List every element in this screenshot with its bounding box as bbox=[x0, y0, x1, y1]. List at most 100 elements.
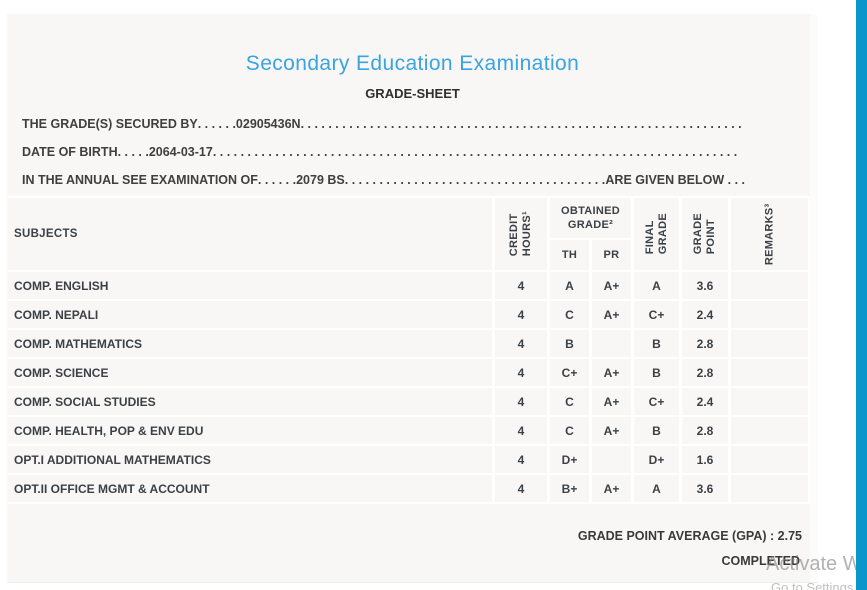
credit-hours-cell: 4 bbox=[495, 272, 550, 301]
practical-grade-cell: A+ bbox=[592, 388, 634, 417]
table-row: COMP. SCIENCE 4 C+ A+ B 2.8 bbox=[8, 359, 811, 388]
credit-hours-cell: 4 bbox=[495, 301, 550, 330]
column-header-final-grade: FINAL GRADE bbox=[634, 196, 682, 272]
grade-point-cell: 3.6 bbox=[682, 475, 731, 504]
grade-point-cell: 2.4 bbox=[682, 301, 731, 330]
credit-hours-cell: 4 bbox=[495, 417, 550, 446]
are-given-below-label: ARE GIVEN BELOW . . . bbox=[605, 173, 745, 187]
panel-scroll-gutter bbox=[810, 14, 818, 582]
final-grade-cell: B bbox=[634, 417, 682, 446]
credit-hours-cell: 4 bbox=[495, 388, 550, 417]
theory-grade-cell: C+ bbox=[550, 359, 592, 388]
gpa-summary: GRADE POINT AVERAGE (GPA) : 2.75 bbox=[7, 529, 802, 543]
remarks-cell bbox=[731, 359, 811, 388]
subject-cell: COMP. SOCIAL STUDIES bbox=[8, 388, 495, 417]
examination-year-value: 2079 BS bbox=[296, 173, 345, 187]
final-grade-cell: C+ bbox=[634, 301, 682, 330]
theory-grade-cell: C bbox=[550, 417, 592, 446]
column-header-remarks: REMARKS³ bbox=[731, 196, 811, 272]
practical-grade-cell: A+ bbox=[592, 359, 634, 388]
final-grade-cell: A bbox=[634, 272, 682, 301]
page-title: Secondary Education Examination bbox=[245, 52, 580, 75]
final-grade-cell: B bbox=[634, 330, 682, 359]
theory-grade-cell: C bbox=[550, 301, 592, 330]
activate-windows-text: Activate Wi bbox=[766, 553, 867, 575]
dot-leader: . . . . . bbox=[117, 145, 149, 159]
grades-table: SUBJECTS CREDIT HOURS¹ OBTAINED GRADE² F… bbox=[8, 196, 811, 504]
subject-cell: COMP. ENGLISH bbox=[8, 272, 495, 301]
grade-point-cell: 2.4 bbox=[682, 388, 731, 417]
grade-sheet-panel: Secondary Education Examination GRADE-SH… bbox=[7, 14, 818, 583]
secured-by-label: THE GRADE(S) SECURED BY bbox=[22, 117, 198, 131]
table-row: COMP. MATHEMATICS 4 B B 2.8 bbox=[8, 330, 811, 359]
subject-cell: OPT.II OFFICE MGMT & ACCOUNT bbox=[8, 475, 495, 504]
right-edge-scrollbar[interactable] bbox=[856, 0, 867, 590]
remarks-vertical-label: REMARKS³ bbox=[763, 203, 776, 266]
table-row: COMP. NEPALI 4 C A+ C+ 2.4 bbox=[8, 301, 811, 330]
subject-cell: COMP. SCIENCE bbox=[8, 359, 495, 388]
practical-grade-cell bbox=[592, 330, 634, 359]
date-of-birth-label: DATE OF BIRTH bbox=[22, 145, 118, 159]
dot-leader: . . . . . . bbox=[197, 117, 236, 131]
final-grade-cell: C+ bbox=[634, 388, 682, 417]
secured-by-line: THE GRADE(S) SECURED BY . . . . . . 0290… bbox=[22, 110, 745, 138]
grade-point-cell: 3.6 bbox=[682, 272, 731, 301]
column-header-subjects: SUBJECTS bbox=[8, 196, 495, 272]
table-row: OPT.I ADDITIONAL MATHEMATICS 4 D+ D+ 1.6 bbox=[8, 446, 811, 475]
grades-tbody: COMP. ENGLISH 4 A A+ A 3.6 COMP. NEPALI … bbox=[8, 272, 811, 504]
subject-cell: COMP. MATHEMATICS bbox=[8, 330, 495, 359]
practical-grade-cell: A+ bbox=[592, 417, 634, 446]
table-row: OPT.II OFFICE MGMT & ACCOUNT 4 B+ A+ A 3… bbox=[8, 475, 811, 504]
symbol-number-value: 02905436N bbox=[235, 117, 301, 131]
final-grade-cell: D+ bbox=[634, 446, 682, 475]
practical-grade-cell: A+ bbox=[592, 301, 634, 330]
remarks-cell bbox=[731, 417, 811, 446]
final-grade-cell: A bbox=[634, 475, 682, 504]
column-header-pr: PR bbox=[592, 240, 634, 272]
date-of-birth-line: DATE OF BIRTH . . . . . 2064-03-17 . . .… bbox=[22, 138, 745, 166]
table-row: COMP. SOCIAL STUDIES 4 C A+ C+ 2.4 bbox=[8, 388, 811, 417]
examination-label: IN THE ANNUAL SEE EXAMINATION OF bbox=[22, 173, 258, 187]
date-of-birth-value: 2064-03-17 bbox=[148, 145, 213, 159]
remarks-cell bbox=[731, 475, 811, 504]
grade-sheet-subtitle: GRADE-SHEET bbox=[365, 86, 460, 101]
grade-point-cell: 2.8 bbox=[682, 330, 731, 359]
theory-grade-cell: B bbox=[550, 330, 592, 359]
practical-grade-cell: A+ bbox=[592, 475, 634, 504]
theory-grade-cell: D+ bbox=[550, 446, 592, 475]
dot-leader: . . . . . . . . . . . . . . . . . . . . … bbox=[212, 145, 738, 159]
subject-cell: COMP. HEALTH, POP & ENV EDU bbox=[8, 417, 495, 446]
dot-leader: . . . . . . . . . . . . . . . . . . . . … bbox=[344, 173, 606, 187]
final-grade-cell: B bbox=[634, 359, 682, 388]
dot-leader: . . . . . . bbox=[257, 173, 297, 187]
column-header-th: TH bbox=[550, 240, 592, 272]
remarks-cell bbox=[731, 446, 811, 475]
credit-hours-cell: 4 bbox=[495, 475, 550, 504]
theory-grade-cell: A bbox=[550, 272, 592, 301]
subject-cell: COMP. NEPALI bbox=[8, 301, 495, 330]
windows-activation-watermark: Activate Wi Go to Settings t bbox=[766, 552, 866, 590]
grade-point-cell: 2.8 bbox=[682, 359, 731, 388]
practical-grade-cell: A+ bbox=[592, 272, 634, 301]
examination-year-line: IN THE ANNUAL SEE EXAMINATION OF . . . .… bbox=[22, 166, 745, 194]
column-header-credit-hours: CREDIT HOURS¹ bbox=[495, 196, 550, 272]
go-to-settings-text: Go to Settings t bbox=[771, 580, 861, 590]
table-row: COMP. ENGLISH 4 A A+ A 3.6 bbox=[8, 272, 811, 301]
gpa-label: GRADE POINT AVERAGE (GPA) : bbox=[577, 529, 775, 543]
practical-grade-cell bbox=[592, 446, 634, 475]
credit-hours-cell: 4 bbox=[495, 446, 550, 475]
remarks-cell bbox=[731, 301, 811, 330]
gpa-value: 2.75 bbox=[777, 529, 802, 543]
credit-hours-cell: 4 bbox=[495, 330, 550, 359]
student-info-block: THE GRADE(S) SECURED BY . . . . . . 0290… bbox=[22, 110, 745, 194]
credit-hours-vertical-label: CREDIT HOURS¹ bbox=[508, 211, 533, 257]
column-header-obtained-grade: OBTAINED GRADE² bbox=[550, 196, 634, 240]
dot-leader: . . . . . . . . . . . . . . . . . . . . … bbox=[300, 117, 745, 131]
remarks-cell bbox=[731, 272, 811, 301]
remarks-cell bbox=[731, 330, 811, 359]
grade-point-cell: 2.8 bbox=[682, 417, 731, 446]
column-header-grade-point: GRADE POINT bbox=[682, 196, 731, 272]
final-grade-vertical-label: FINAL GRADE bbox=[643, 213, 669, 255]
status-completed: COMPLETED bbox=[721, 554, 800, 568]
grade-point-cell: 1.6 bbox=[682, 446, 731, 475]
